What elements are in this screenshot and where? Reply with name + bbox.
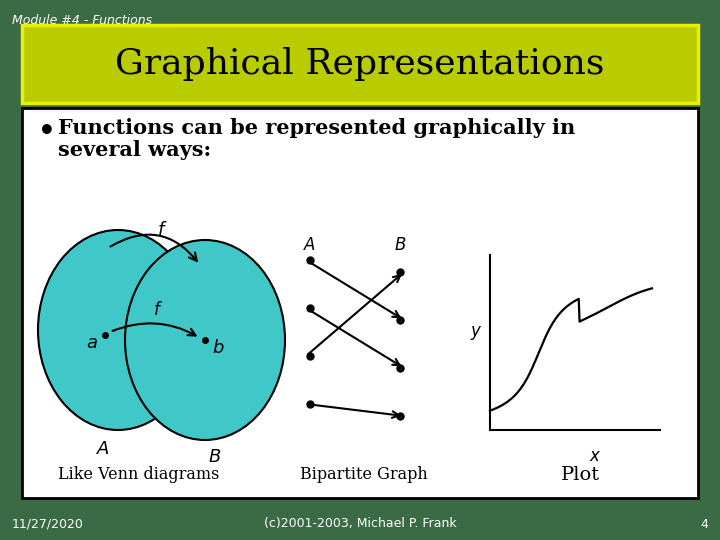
FancyArrowPatch shape	[112, 323, 196, 335]
Text: $B$: $B$	[394, 237, 406, 253]
Text: $A$: $A$	[303, 237, 317, 253]
Ellipse shape	[125, 240, 285, 440]
Bar	[22, 108, 698, 498]
Text: $y$: $y$	[469, 324, 482, 342]
Text: $a$: $a$	[86, 334, 98, 352]
Text: Graphical Representations: Graphical Representations	[115, 47, 605, 81]
Ellipse shape	[38, 230, 198, 430]
Text: •: •	[38, 118, 55, 146]
Text: $B$: $B$	[208, 448, 222, 466]
Text: $x$: $x$	[589, 448, 601, 465]
Text: Like Venn diagrams: Like Venn diagrams	[58, 466, 220, 483]
Text: 4: 4	[700, 517, 708, 530]
Text: (c)2001-2003, Michael P. Frank: (c)2001-2003, Michael P. Frank	[264, 517, 456, 530]
Text: Bipartite Graph: Bipartite Graph	[300, 466, 428, 483]
Text: Module #4 - Functions: Module #4 - Functions	[12, 14, 152, 27]
Text: $A$: $A$	[96, 440, 110, 458]
Text: $b$: $b$	[212, 339, 225, 357]
Text: 11/27/2020: 11/27/2020	[12, 517, 84, 530]
Bar	[22, 25, 698, 103]
Text: several ways:: several ways:	[58, 140, 211, 160]
Text: Plot: Plot	[560, 466, 600, 484]
FancyArrowPatch shape	[110, 235, 197, 261]
Text: $f$: $f$	[157, 221, 167, 239]
Text: $f$: $f$	[153, 301, 163, 319]
Text: Functions can be represented graphically in: Functions can be represented graphically…	[58, 118, 575, 138]
